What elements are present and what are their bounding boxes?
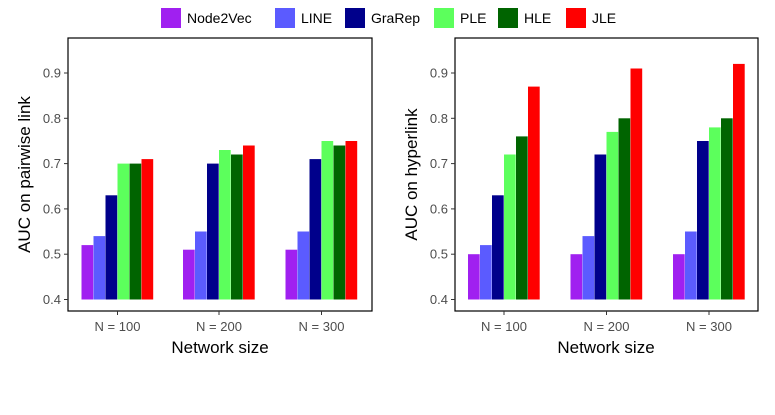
x-axis-title: Network size — [171, 338, 268, 357]
bar-jle-3 — [733, 63, 745, 300]
bar-line-2 — [582, 236, 595, 300]
legend-item-jle: JLE — [566, 7, 616, 29]
y-tick-label: 0.7 — [43, 156, 61, 171]
x-tick-label: N = 200 — [196, 319, 242, 334]
bar-jle-2 — [243, 145, 255, 300]
legend-label-jle: JLE — [592, 10, 617, 26]
legend-item-ple: PLE — [434, 7, 486, 29]
x-tick-label: N = 100 — [95, 319, 141, 334]
bar-hle-1 — [129, 163, 142, 300]
y-tick-label: 0.5 — [43, 247, 61, 262]
bar-ple-1 — [117, 163, 130, 300]
bar-jle-3 — [345, 141, 358, 300]
bar-ple-1 — [504, 154, 516, 300]
bar-grarep-2 — [207, 163, 219, 300]
bar-grarep-1 — [492, 195, 504, 300]
legend-swatch-hle — [498, 8, 518, 28]
bar-node2vec-2 — [570, 254, 583, 300]
bar-line-3 — [297, 231, 310, 300]
y-tick-label: 0.9 — [430, 66, 448, 81]
bar-grarep-2 — [594, 154, 607, 300]
bar-line-1 — [93, 236, 106, 300]
y-tick-label: 0.5 — [430, 247, 448, 262]
bar-node2vec-3 — [285, 249, 298, 300]
legend-item-grarep: GraRep — [345, 7, 420, 29]
legend-swatch-node2vec — [161, 8, 181, 28]
bar-jle-1 — [141, 159, 154, 300]
bar-ple-3 — [709, 127, 721, 300]
legend-swatch-jle — [566, 8, 586, 28]
legend-label-line: LINE — [301, 10, 333, 26]
x-tick-label: N = 100 — [481, 319, 527, 334]
bar-grarep-3 — [309, 159, 322, 300]
chart-legend: Node2Vec LINE GraRep PLE HLE JLE — [0, 7, 775, 29]
y-axis-title: AUC on hyperlink — [402, 108, 421, 241]
y-tick-label: 0.8 — [430, 111, 448, 126]
bar-line-3 — [685, 231, 697, 300]
chart-panel-1: 0.4 0.5 0.6 0.7 0.8 0.9 N = 100 N = 200 N = 300 N… — [15, 37, 373, 357]
bar-hle-3 — [333, 145, 346, 300]
bar-node2vec-3 — [673, 254, 685, 300]
legend-label-node2vec: Node2Vec — [187, 10, 252, 26]
bar-node2vec-1 — [468, 254, 480, 300]
bar-hle-1 — [516, 136, 528, 300]
bar-node2vec-1 — [81, 245, 94, 300]
bar-hle-3 — [721, 118, 733, 300]
bar-line-1 — [480, 245, 492, 300]
y-tick-label: 0.4 — [43, 292, 61, 307]
y-tick-label: 0.8 — [43, 111, 61, 126]
bar-node2vec-2 — [183, 249, 195, 300]
y-tick-label: 0.4 — [430, 292, 448, 307]
y-tick-label: 0.7 — [430, 156, 448, 171]
legend-label-hle: HLE — [524, 10, 552, 26]
y-tick-label: 0.6 — [430, 201, 448, 216]
x-tick-label: N = 300 — [686, 319, 732, 334]
legend-item-hle: HLE — [498, 7, 551, 29]
legend-label-ple: PLE — [460, 10, 487, 26]
x-tick-label: N = 300 — [299, 319, 345, 334]
y-axis-title: AUC on pairwise link — [15, 96, 34, 253]
legend-swatch-line — [275, 8, 295, 28]
legend-item-node2vec: Node2Vec — [161, 7, 252, 29]
bar-line-2 — [195, 231, 207, 300]
x-axis-title: Network size — [557, 338, 654, 357]
x-tick-label: N = 200 — [584, 319, 630, 334]
bar-hle-2 — [231, 154, 243, 300]
legend-swatch-ple — [434, 8, 454, 28]
panel-border — [67, 37, 373, 312]
y-tick-label: 0.6 — [43, 201, 61, 216]
bar-grarep-3 — [697, 141, 709, 300]
bar-ple-2 — [606, 131, 619, 300]
chart-panel-2: 0.4 0.5 0.6 0.7 0.8 0.9 N = 100 N = 200 N = 300 N… — [402, 37, 759, 357]
bar-ple-3 — [321, 141, 334, 300]
bar-ple-2 — [219, 150, 231, 300]
bar-jle-1 — [528, 86, 540, 300]
y-tick-label: 0.9 — [43, 66, 61, 81]
bar-hle-2 — [618, 118, 631, 300]
bar-jle-2 — [630, 68, 643, 300]
legend-item-line: LINE — [275, 7, 332, 29]
bar-grarep-1 — [105, 195, 118, 300]
legend-label-grarep: GraRep — [371, 10, 421, 26]
legend-swatch-grarep — [345, 8, 365, 28]
